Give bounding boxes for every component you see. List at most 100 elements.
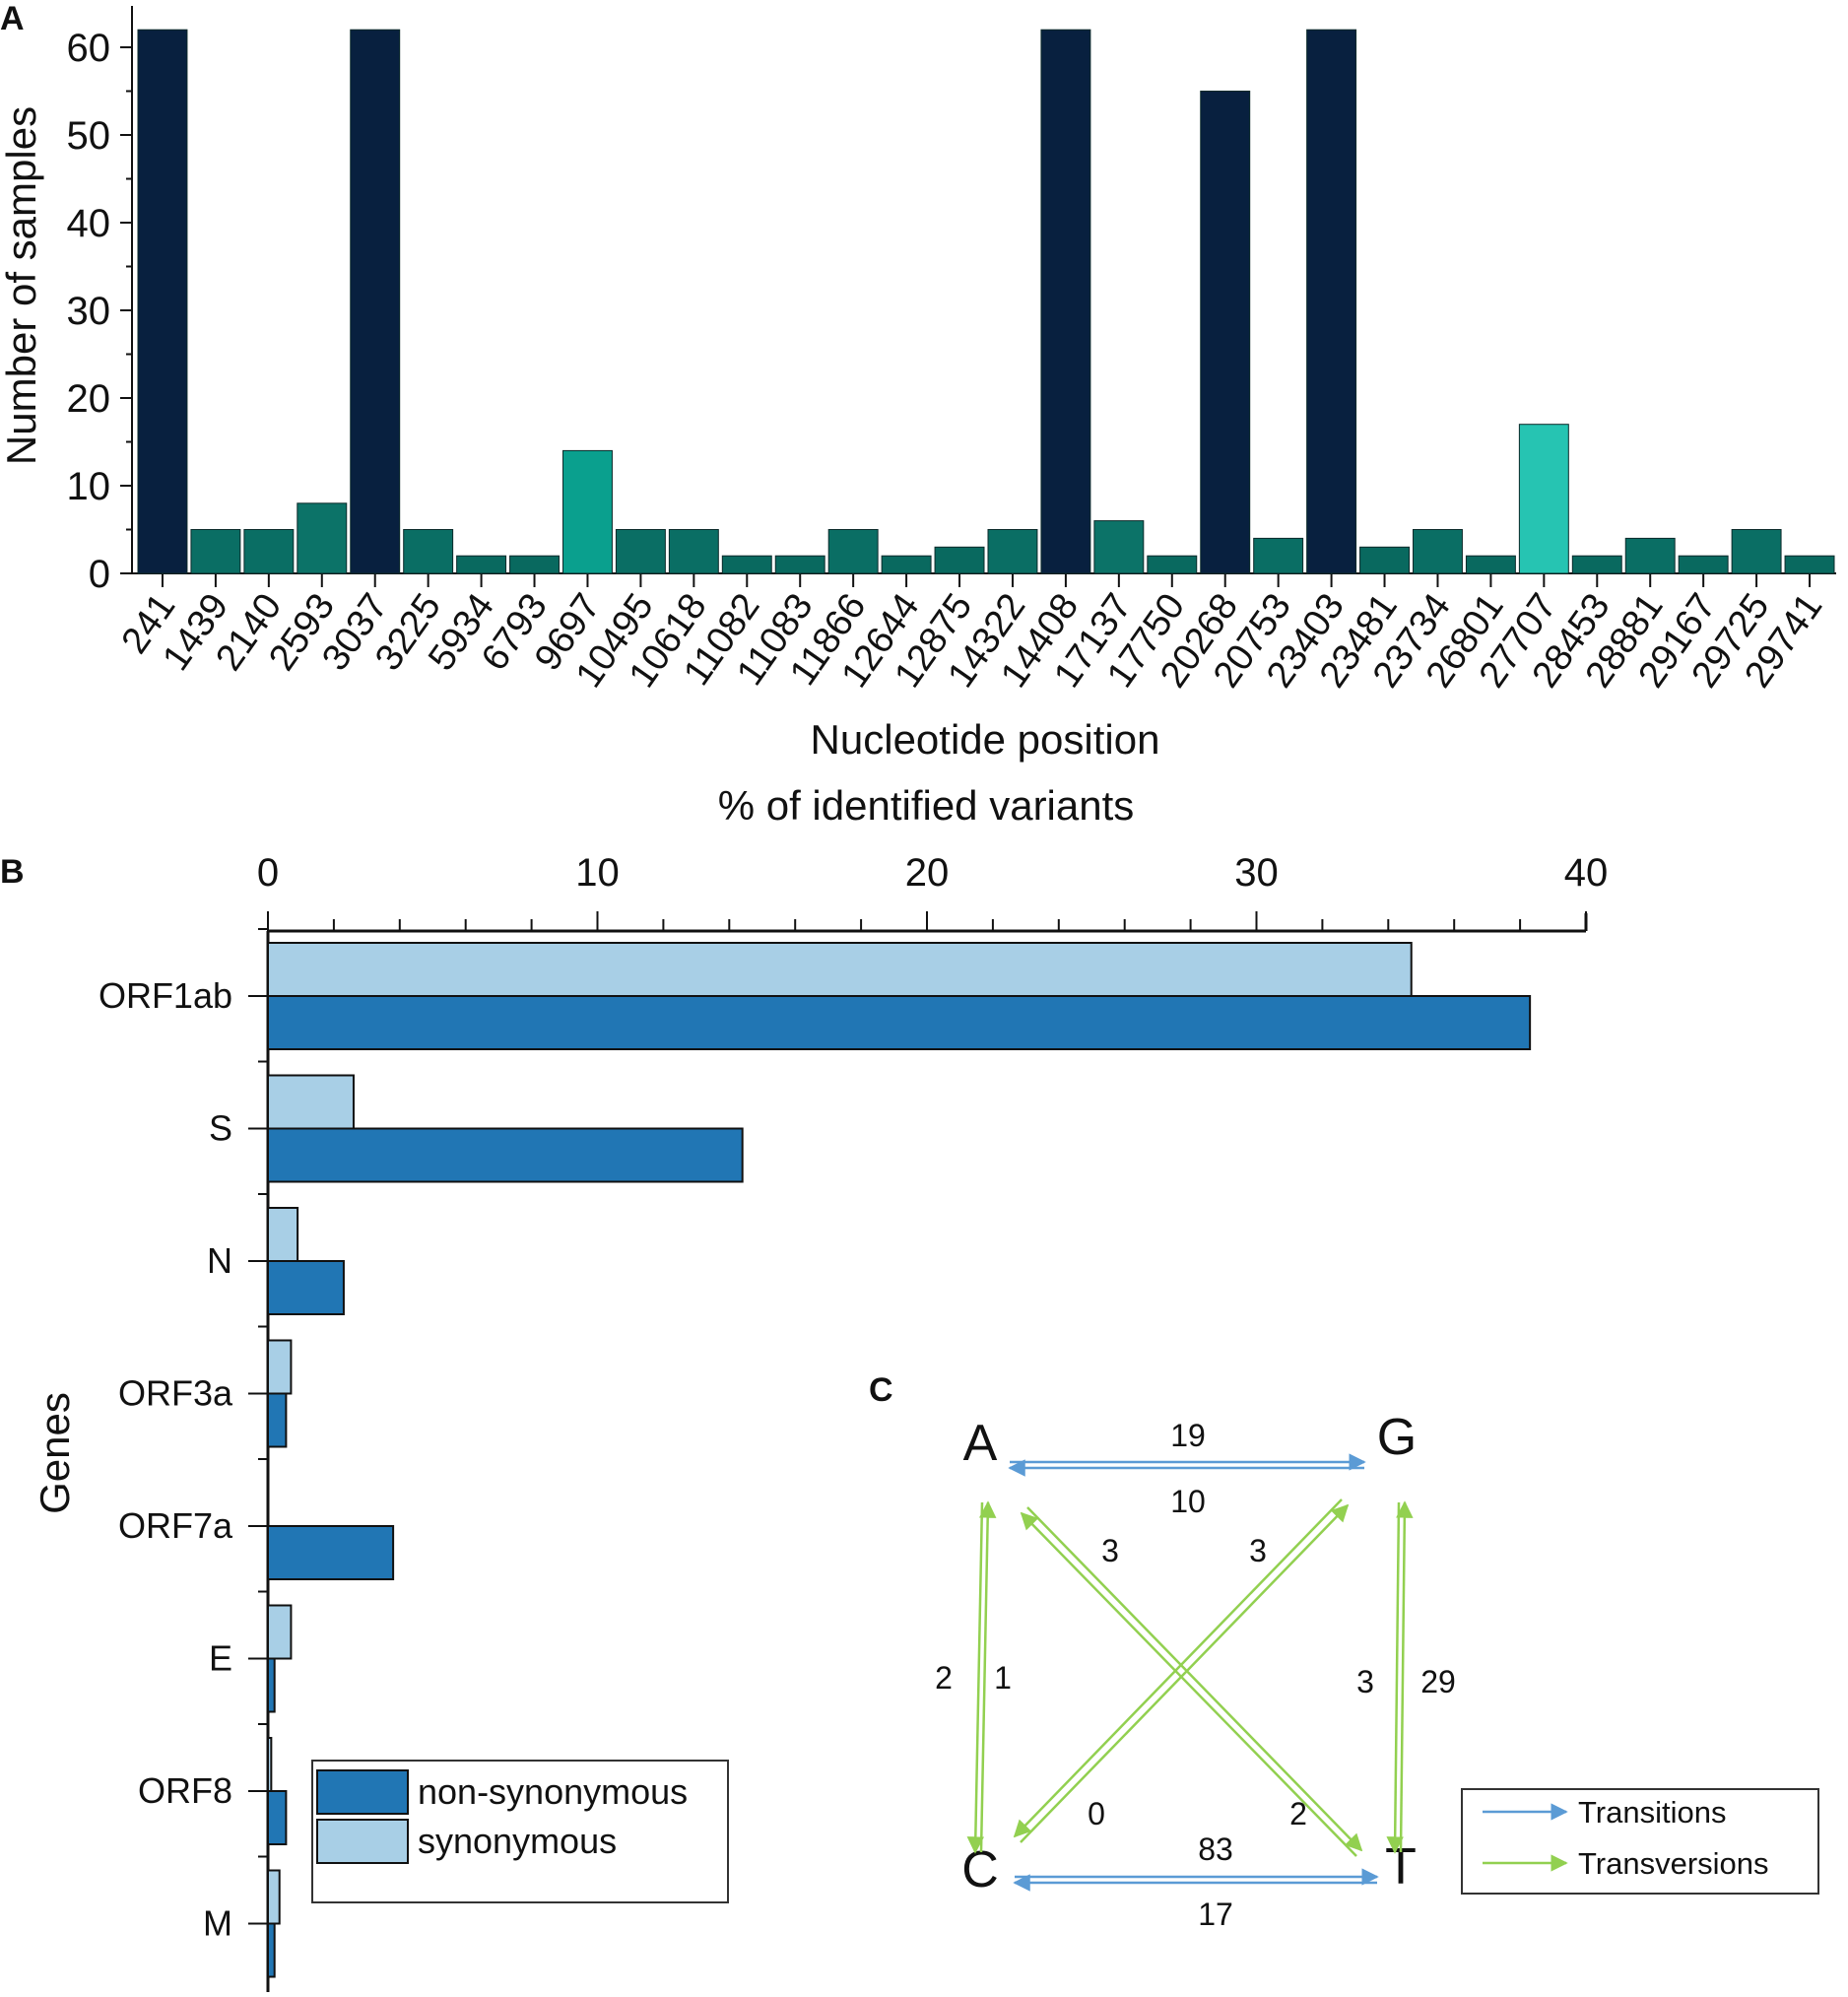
- bar: [668, 529, 719, 574]
- non-synonymous-bar: [267, 1790, 288, 1845]
- genes-chart-bars: [267, 942, 1532, 1978]
- panel-label-b: B: [0, 853, 25, 891]
- edge-count: 3: [1101, 1533, 1119, 1568]
- gene-label: S: [209, 1108, 232, 1149]
- gene-label: N: [207, 1240, 232, 1281]
- bar: [1413, 529, 1463, 574]
- synonymous-bar: [267, 942, 1413, 997]
- bar: [1200, 91, 1251, 574]
- y-tick-labels: 0 10 20 30 40 50 60: [67, 27, 111, 596]
- bar: [509, 555, 560, 574]
- synonymous-swatch: [316, 1819, 409, 1864]
- edge-count: 3: [1249, 1533, 1267, 1568]
- edge-count: 0: [1088, 1796, 1105, 1831]
- edge-count: 29: [1420, 1664, 1456, 1699]
- bar: [1147, 555, 1198, 574]
- x-tick-label: 10: [575, 851, 620, 895]
- synonymous-bar: [267, 1737, 273, 1792]
- y-axis-title: Number of samples: [0, 106, 44, 465]
- transversions-legend-label: Transversions: [1578, 1846, 1769, 1881]
- edge-count: 83: [1198, 1831, 1233, 1867]
- node-g: G: [1377, 1409, 1417, 1466]
- bar: [350, 29, 401, 574]
- bar: [297, 502, 348, 574]
- x-axis-title: Nucleotide position: [811, 716, 1160, 763]
- synonymous-bar: [267, 1339, 293, 1395]
- bar: [1784, 555, 1835, 574]
- bar: [1093, 520, 1145, 574]
- bar: [1731, 529, 1782, 574]
- y-axis-title-genes-chart: Genes: [32, 1392, 78, 1514]
- arrow-t-to-a: [1020, 1511, 1357, 1857]
- bar: [827, 529, 879, 574]
- mutation-legend: Transitions Transversions: [1461, 1788, 1819, 1895]
- non-synonymous-bar: [267, 1260, 345, 1315]
- arrow-c-to-g: [1020, 1503, 1350, 1843]
- y-tick-label: 10: [67, 465, 111, 508]
- bar: [1465, 555, 1516, 574]
- arrow-g-to-t: [1386, 1501, 1404, 1854]
- y-tick-label: 60: [67, 27, 111, 70]
- edge-count: 3: [1356, 1664, 1374, 1699]
- arrow-t-to-g: [1396, 1500, 1414, 1853]
- panel-a: A Number of samples Nucleotide position …: [0, 0, 1836, 763]
- edge-count: 2: [1289, 1796, 1307, 1831]
- synonymous-bar: [267, 1869, 281, 1925]
- bar: [1571, 555, 1622, 574]
- bar: [1678, 555, 1729, 574]
- bar: [1359, 546, 1410, 574]
- x-tick-label: 0: [257, 851, 279, 895]
- non-synonymous-bar: [267, 1392, 288, 1448]
- y-tick-label: 30: [67, 290, 111, 333]
- bar: [403, 529, 454, 574]
- bar: [190, 529, 241, 574]
- bar: [1306, 29, 1357, 574]
- non-synonymous-bar: [267, 995, 1532, 1050]
- bar: [456, 555, 507, 574]
- gene-label: M: [203, 1903, 232, 1944]
- y-tick-label: 0: [89, 553, 110, 596]
- bar: [721, 555, 772, 574]
- transitions-legend-label: Transitions: [1578, 1795, 1726, 1830]
- synonymous-bar: [267, 1074, 355, 1130]
- panel-b: B % of identified variants Genes 0 10 20 30…: [0, 782, 1608, 1992]
- x-tick-label: 30: [1234, 851, 1279, 895]
- arrow-c-to-a: [978, 1500, 997, 1853]
- non-synonymous-bar: [267, 1657, 276, 1713]
- gene-label: ORF8: [138, 1770, 232, 1811]
- genes-chart-legend: non-synonymous synonymous: [311, 1760, 729, 1903]
- x-tick-label: 40: [1564, 851, 1609, 895]
- non-synonymous-legend-label: non-synonymous: [418, 1771, 688, 1812]
- edge-count: 17: [1198, 1897, 1233, 1932]
- arrow-g-to-c: [1013, 1498, 1343, 1838]
- gene-label: ORF3a: [118, 1373, 233, 1414]
- bar: [1624, 537, 1676, 574]
- non-synonymous-bar: [267, 1127, 744, 1183]
- synonymous-legend-label: synonymous: [418, 1821, 617, 1861]
- bar: [881, 555, 932, 574]
- bar: [1253, 537, 1304, 574]
- bar: [934, 546, 985, 574]
- synonymous-bar: [267, 1207, 299, 1262]
- edge-count: 10: [1170, 1484, 1206, 1519]
- bar: [615, 529, 666, 574]
- non-synonymous-swatch: [316, 1769, 409, 1815]
- edge-count: 2: [935, 1660, 953, 1696]
- bar: [774, 555, 825, 574]
- bar: [243, 529, 295, 574]
- bar: [1518, 424, 1569, 574]
- arrow-a-to-c: [966, 1501, 985, 1854]
- arrow-a-to-t: [1026, 1506, 1363, 1852]
- x-tick-labels: 2411439214025933037322559346793969710495…: [114, 586, 1831, 696]
- non-synonymous-bar: [267, 1922, 276, 1978]
- node-a: A: [963, 1415, 998, 1472]
- gene-label: E: [209, 1638, 232, 1679]
- y-tick-label: 50: [67, 114, 111, 158]
- gene-label: ORF1ab: [99, 975, 232, 1016]
- bar: [562, 449, 613, 574]
- panel-label-a: A: [0, 0, 25, 37]
